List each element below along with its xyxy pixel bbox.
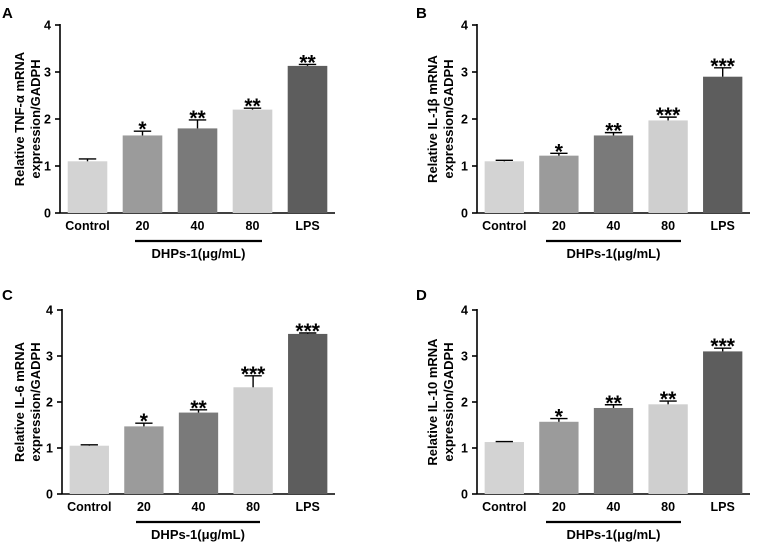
panel-d-significance: *** — [710, 335, 735, 358]
panel-b-category-label: 20 — [552, 219, 566, 233]
panel-b-category-label: 80 — [661, 219, 675, 233]
panel-a-category-label: 80 — [246, 219, 260, 233]
panel-a-letter: A — [2, 5, 13, 22]
panel-d-letter: D — [416, 287, 427, 304]
panel-c-significance: * — [140, 410, 149, 433]
panel-d-significance: ** — [605, 392, 622, 415]
panel-b-ytick-label: 1 — [461, 160, 468, 174]
panel-d-group-label: DHPs-1(μg/mL) — [567, 527, 661, 542]
panel-d-ytick-label: 1 — [461, 442, 468, 456]
panel-c-ytick-label: 4 — [46, 304, 53, 318]
panel-c-significance: ** — [190, 397, 207, 420]
panel-a-ytick-label: 1 — [44, 160, 51, 174]
panel-b-bar-control — [484, 161, 524, 213]
panel-b-bar-20 — [539, 155, 579, 213]
panel-a-category-label: 20 — [136, 219, 150, 233]
panel-d-category-label: Control — [482, 500, 526, 514]
panel-c-category-label: 40 — [192, 500, 206, 514]
panel-c-significance: *** — [295, 320, 320, 343]
panel-c-letter: C — [2, 287, 13, 304]
panel-b-bar-lps — [703, 76, 743, 213]
panel-d-ylabel-line2: expression/GADPH — [441, 342, 456, 461]
panel-d-category-label: 80 — [661, 500, 675, 514]
panel-d-category-label: 20 — [552, 500, 566, 514]
panel-d-bar-control — [484, 442, 524, 494]
panel-c-group-label: DHPs-1(μg/mL) — [151, 527, 245, 542]
panel-b-ylabel-line1: Relative IL-1β mRNA — [425, 54, 440, 182]
panel-d-significance: * — [555, 406, 564, 429]
panel-a-bar-80 — [232, 109, 273, 213]
panel-b-category-label: LPS — [711, 219, 735, 233]
panel-b-significance: *** — [710, 55, 735, 78]
panel-c-category-label: 20 — [137, 500, 151, 514]
panel-a-ytick-label: 2 — [44, 113, 51, 127]
panel-c-ylabel-line1: Relative IL-6 mRNA — [12, 341, 27, 462]
panel-a-significance: * — [138, 118, 147, 141]
panel-a-ytick-label: 3 — [44, 66, 51, 80]
panel-b-ytick-label: 2 — [461, 113, 468, 127]
panel-c-category-label: Control — [67, 500, 111, 514]
panel-d-bar-20 — [539, 421, 579, 494]
panel-b-category-label: 40 — [607, 219, 621, 233]
panel-b-bar-40 — [593, 135, 634, 213]
panel-c-category-label: LPS — [296, 500, 320, 514]
panel-a-significance: ** — [244, 95, 261, 118]
panel-a-ytick-label: 0 — [44, 207, 51, 221]
panel-c-bar-80 — [233, 387, 273, 494]
panel-c-category-label: 80 — [246, 500, 260, 514]
panel-c-bar-control — [69, 445, 109, 494]
panel-d-category-label: 40 — [607, 500, 621, 514]
panel-b-significance: *** — [656, 104, 681, 127]
panel-d-ytick-label: 0 — [461, 488, 468, 502]
panel-d-bar-40 — [593, 407, 634, 494]
panel-b-ytick-label: 3 — [461, 66, 468, 80]
panel-b-bar-80 — [648, 120, 688, 213]
panel-b-category-label: Control — [482, 219, 526, 233]
panel-c-ytick-label: 3 — [46, 350, 53, 364]
panel-b-significance: ** — [605, 120, 622, 143]
panel-d-bar-80 — [648, 404, 688, 494]
panel-c-significance: *** — [241, 363, 266, 386]
panel-d-bar-lps — [703, 351, 743, 494]
panel-c-ytick-label: 1 — [46, 442, 53, 456]
panel-c-ytick-label: 2 — [46, 396, 53, 410]
panel-c-ytick-label: 0 — [46, 488, 53, 502]
panel-a-group-label: DHPs-1(μg/mL) — [152, 246, 246, 261]
panel-a-ytick-label: 4 — [44, 19, 51, 33]
panel-c-ylabel-line2: expression/GADPH — [28, 342, 43, 461]
panel-a-category-label: Control — [65, 219, 109, 233]
panel-a-ylabel-line2: expression/GADPH — [28, 59, 43, 178]
panel-a-bar-lps — [287, 65, 328, 213]
panel-b-ylabel-line2: expression/GADPH — [441, 59, 456, 178]
panel-c-bar-20 — [124, 426, 164, 494]
panel-a-bar-control — [67, 161, 108, 213]
panel-d-significance: ** — [660, 388, 677, 411]
panel-b-ytick-label: 4 — [461, 19, 468, 33]
panel-a-significance: ** — [299, 51, 316, 74]
panel-b-group-label: DHPs-1(μg/mL) — [567, 246, 661, 261]
panel-b-ytick-label: 0 — [461, 207, 468, 221]
panel-b-significance: * — [555, 140, 564, 163]
panel-d-ytick-label: 2 — [461, 396, 468, 410]
panel-c-bar-lps — [288, 333, 328, 494]
panel-d-ytick-label: 3 — [461, 350, 468, 364]
panel-d-ylabel-line1: Relative IL-10 mRNA — [425, 338, 440, 466]
panel-d-ytick-label: 4 — [461, 304, 468, 318]
panel-a-bar-20 — [122, 135, 163, 213]
panel-a-category-label: LPS — [295, 219, 319, 233]
panel-b-letter: B — [416, 5, 427, 22]
panel-c-bar-40 — [178, 412, 219, 494]
panel-a-ylabel-line1: Relative TNF-α mRNA — [12, 51, 27, 186]
panel-a-bar-40 — [177, 128, 218, 213]
panel-a-category-label: 40 — [191, 219, 205, 233]
panel-a-significance: ** — [189, 107, 206, 130]
panel-d-category-label: LPS — [711, 500, 735, 514]
